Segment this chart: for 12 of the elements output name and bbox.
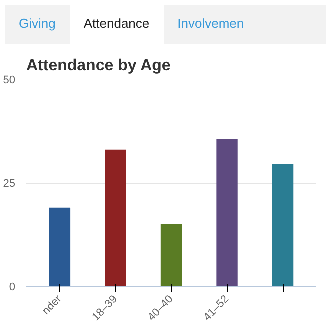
y-tick-label: 0: [9, 282, 16, 294]
y-tick-label: 50: [3, 74, 16, 86]
text: Giving: [18, 15, 57, 33]
bar: [105, 150, 126, 286]
bar: [272, 164, 294, 286]
y-tick-label: 25: [3, 178, 16, 190]
bar: [216, 140, 238, 286]
text: Attendance: [70, 5, 164, 44]
bar: [49, 208, 71, 286]
chart-title: Attendance by Age: [26, 58, 171, 74]
bar: [160, 224, 182, 286]
text: Involvemen: [176, 15, 246, 33]
